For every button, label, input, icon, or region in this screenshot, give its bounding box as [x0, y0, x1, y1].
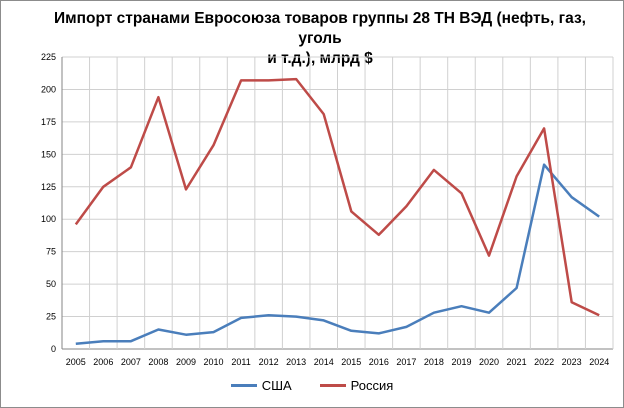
series-lines	[74, 77, 600, 346]
x-tick-label: 2005	[66, 357, 86, 367]
x-tick-label: 2007	[121, 357, 141, 367]
x-tick-label: 2011	[231, 357, 250, 367]
chart-title-line1: Импорт странами Евросоюза товаров группы…	[54, 10, 586, 47]
x-tick-label: 2019	[451, 357, 471, 367]
x-tick-label: 2021	[507, 357, 527, 367]
legend-label-russia: Россия	[350, 378, 394, 393]
x-tick-label: 2016	[369, 357, 389, 367]
y-tick-label: 175	[41, 117, 56, 127]
legend-label-usa: США	[261, 378, 292, 393]
y-tick-label: 150	[41, 149, 56, 159]
x-tick-label: 2014	[314, 357, 334, 367]
x-tick-label: 2024	[589, 357, 609, 367]
x-tick-label: 2013	[286, 357, 306, 367]
x-tick-label: 2023	[562, 357, 582, 367]
x-tick-label: 2010	[204, 357, 224, 367]
y-tick-label: 25	[46, 312, 56, 322]
chart-title-line2: и т.д.), млрд $	[267, 50, 373, 67]
y-axis-ticks: 0 25 50 75 100 125 150 175 200 225	[41, 52, 56, 354]
x-tick-label: 2020	[479, 357, 499, 367]
x-tick-label: 2015	[341, 357, 361, 367]
y-tick-label: 200	[41, 84, 56, 94]
x-tick-label: 2008	[148, 357, 168, 367]
chart-title: Импорт странами Евросоюза товаров группы…	[40, 9, 600, 69]
legend-swatch-usa	[230, 384, 257, 387]
legend-item-russia: Россия	[319, 378, 394, 393]
x-tick-label: 2006	[93, 357, 113, 367]
series-line-usa	[75, 163, 600, 346]
series-line-russia	[74, 77, 600, 317]
y-tick-label: 50	[46, 279, 56, 289]
y-tick-label: 100	[41, 214, 56, 224]
x-tick-label: 2022	[534, 357, 554, 367]
legend-item-usa: США	[230, 378, 292, 393]
vertical-gridlines	[61, 57, 614, 349]
x-tick-label: 2009	[176, 357, 196, 367]
x-tick-label: 2012	[259, 357, 279, 367]
y-tick-label: 0	[51, 344, 56, 354]
legend-swatch-russia	[319, 384, 346, 387]
x-axis-ticks: 2005 2006 2007 2008 2009 2010 2011 2012 2013 2014…	[66, 357, 609, 367]
legend: США Россия	[0, 378, 624, 393]
y-tick-label: 125	[41, 182, 56, 192]
x-tick-label: 2017	[396, 357, 416, 367]
y-tick-label: 225	[41, 52, 56, 62]
x-tick-label: 2018	[424, 357, 444, 367]
y-tick-label: 75	[46, 247, 56, 257]
